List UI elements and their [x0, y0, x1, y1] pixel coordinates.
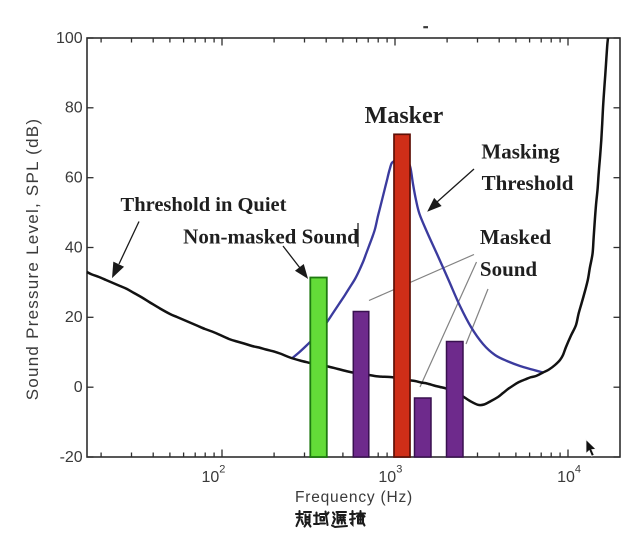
svg-text:Masking: Masking [481, 140, 560, 164]
svg-text:0: 0 [74, 379, 83, 396]
svg-text:40: 40 [65, 239, 83, 256]
svg-text:Masked: Masked [480, 225, 551, 249]
svg-text:Masker: Masker [365, 103, 444, 129]
svg-text:Non-masked Sound: Non-masked Sound [183, 225, 359, 249]
svg-text:80: 80 [65, 100, 83, 117]
svg-text:Sound Pressure Level, SPL (dB): Sound Pressure Level, SPL (dB) [23, 118, 42, 401]
svg-text:Threshold in Quiet: Threshold in Quiet [121, 194, 287, 216]
svg-text:-20: -20 [60, 449, 83, 466]
svg-text:20: 20 [65, 309, 83, 326]
svg-text:Threshold: Threshold [482, 171, 574, 195]
svg-text:Sound: Sound [480, 257, 538, 281]
svg-text:100: 100 [56, 30, 83, 47]
svg-text:Frequency (Hz): Frequency (Hz) [295, 489, 413, 506]
svg-text:60: 60 [65, 170, 83, 187]
